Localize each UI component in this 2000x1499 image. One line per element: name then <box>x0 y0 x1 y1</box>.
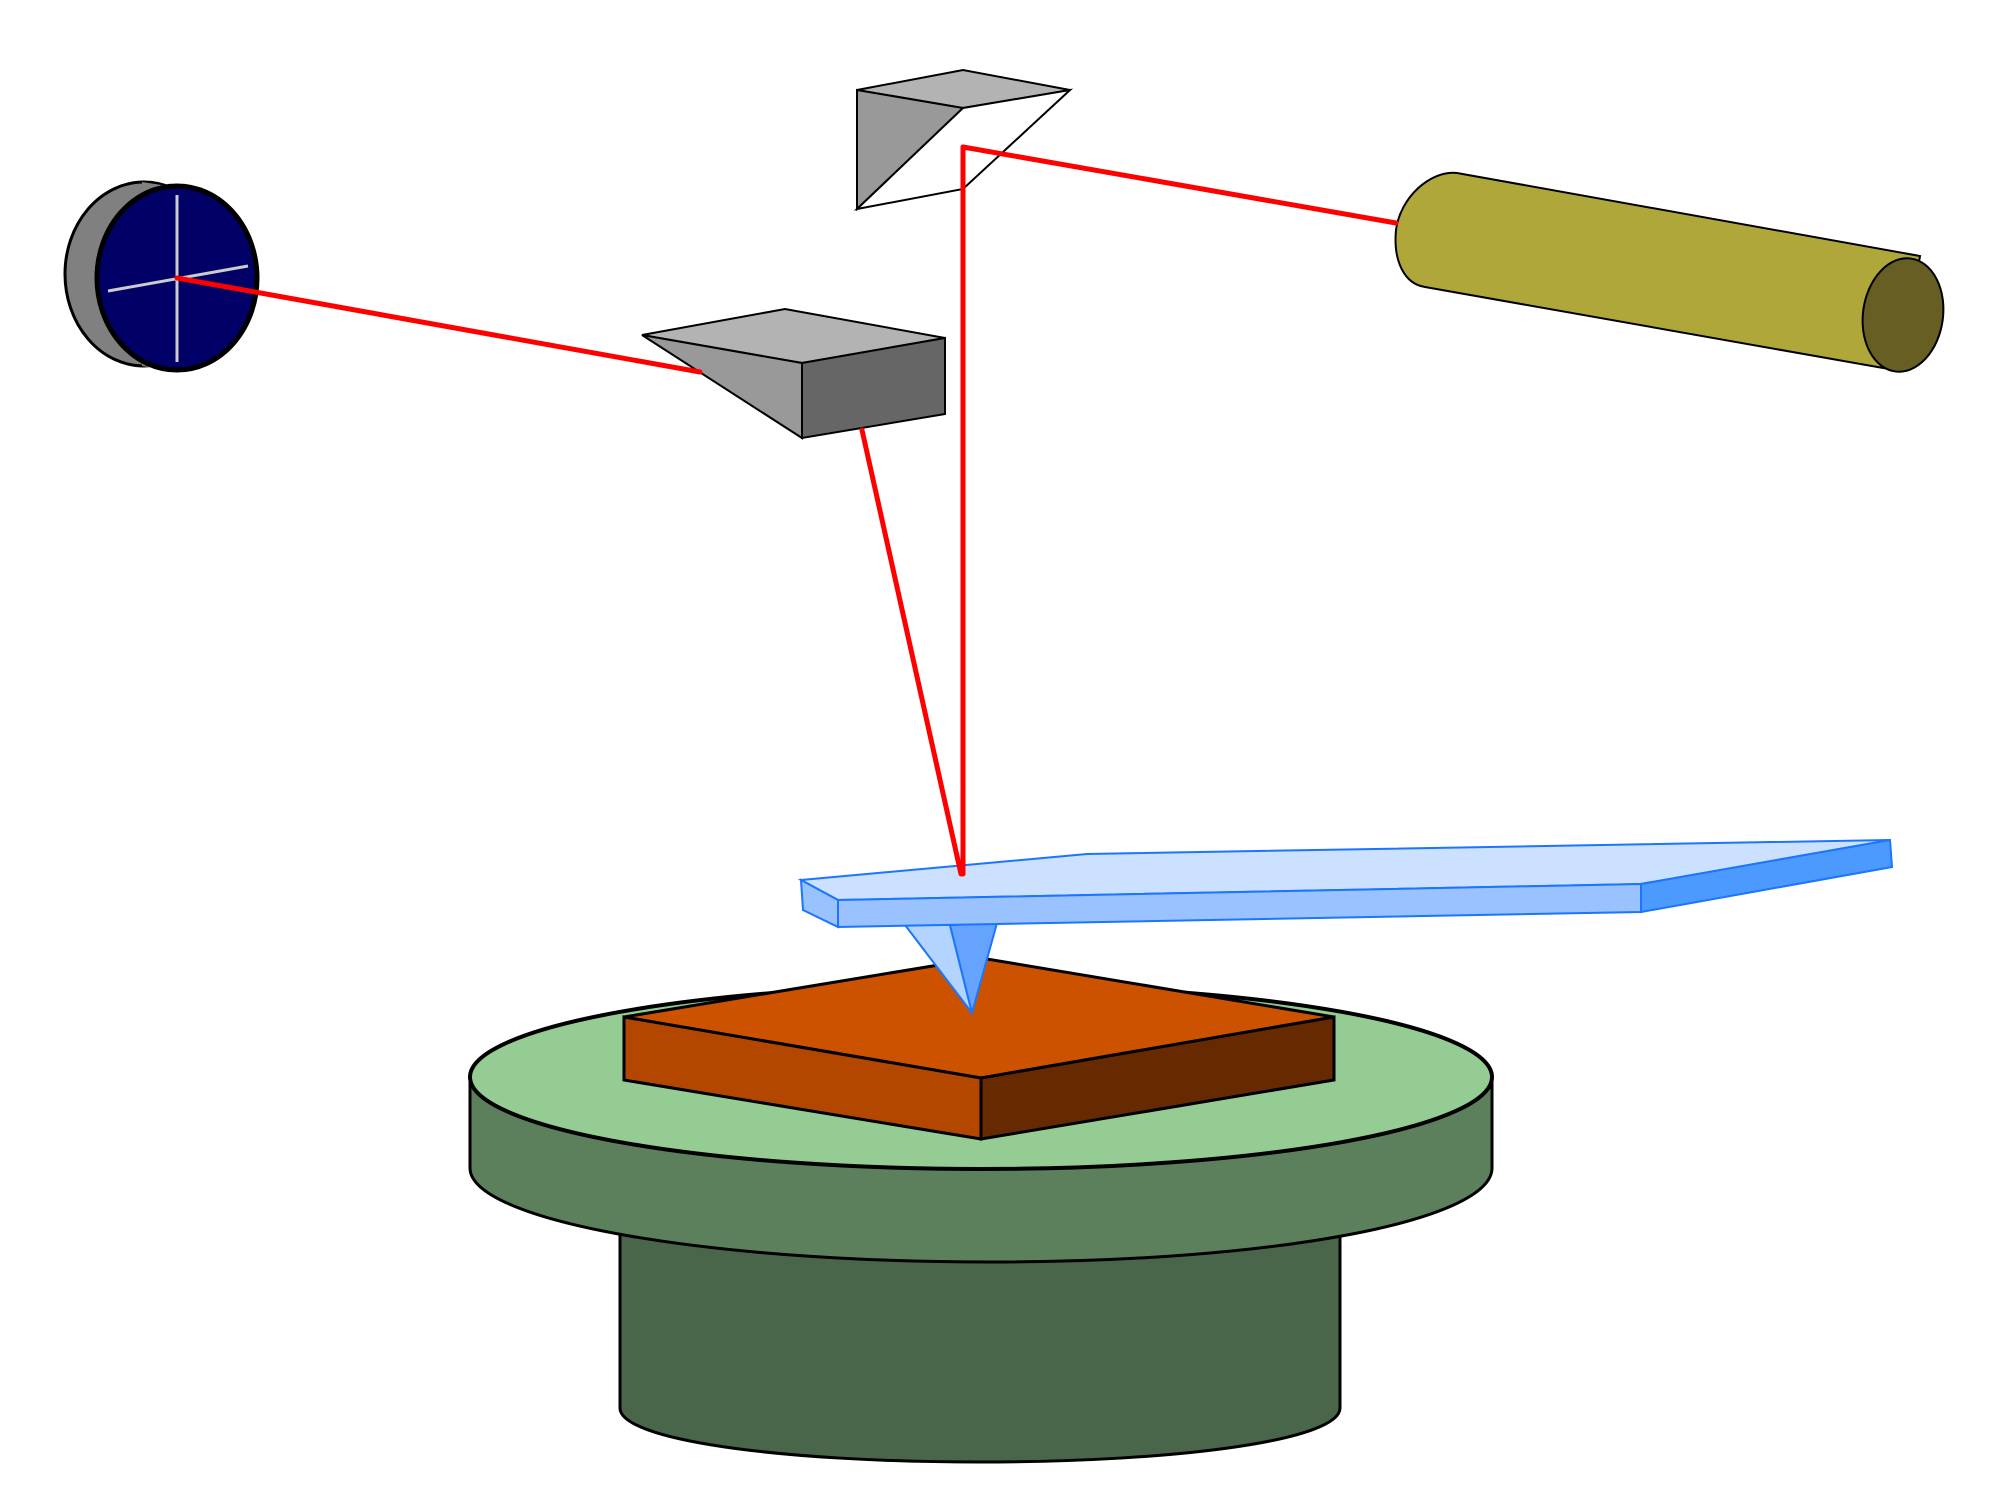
cantilever-end-face <box>799 878 839 929</box>
cantilever-base-face <box>1640 838 1894 914</box>
mirror-front-face <box>801 336 946 440</box>
laser-source <box>1394 171 1945 373</box>
cantilever <box>797 838 1894 929</box>
probe-tip <box>902 921 999 1017</box>
photodetector <box>63 180 260 373</box>
laser-body <box>1394 171 1922 373</box>
beam-cantilever-to-mirror <box>859 427 964 877</box>
laser-aperture-end <box>1861 257 1945 373</box>
turning-prism <box>853 68 1074 212</box>
sample-right-face <box>979 1015 1336 1141</box>
sample <box>622 956 1336 1141</box>
laser-beam <box>174 144 1399 877</box>
beam-mirror-to-detector <box>174 275 703 375</box>
deflection-mirror <box>641 307 946 440</box>
beam-laser-to-prism <box>960 144 1399 226</box>
